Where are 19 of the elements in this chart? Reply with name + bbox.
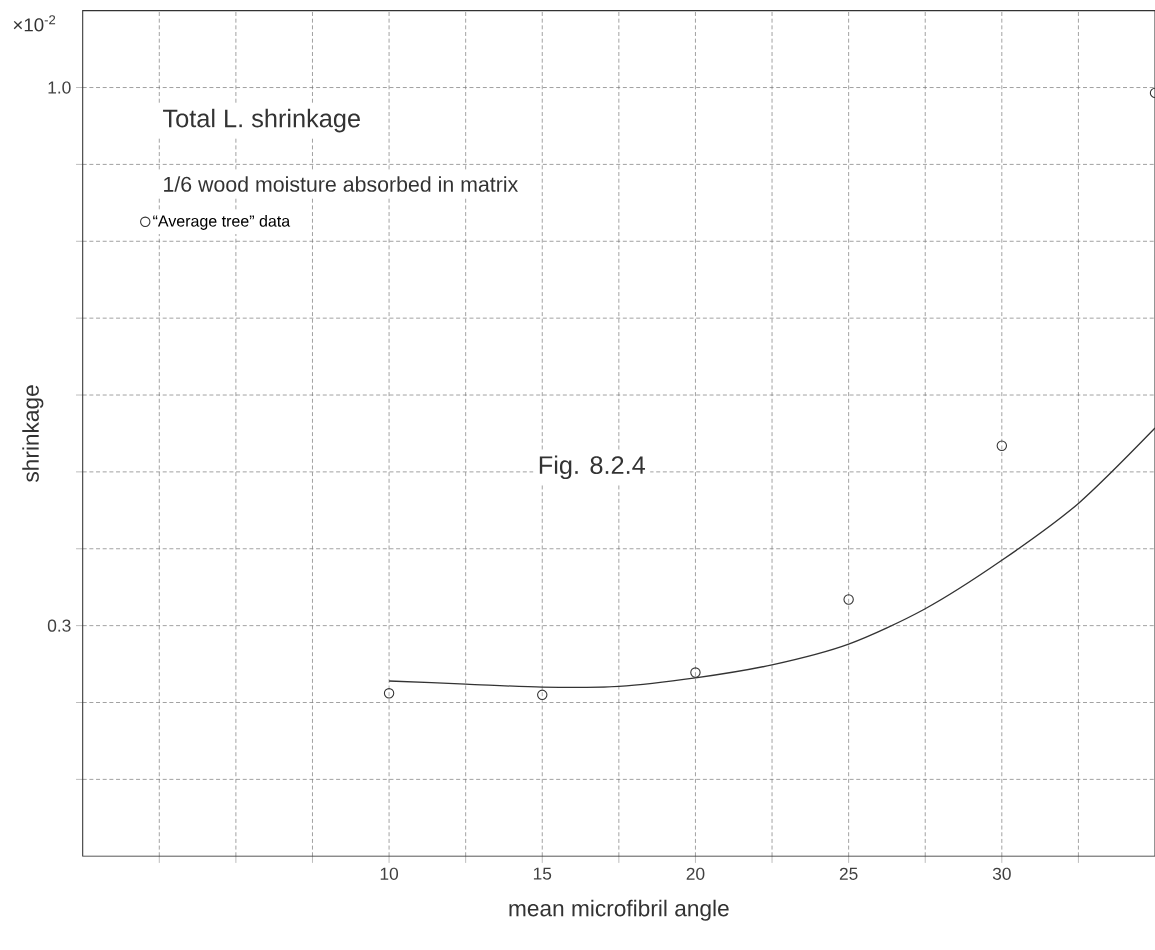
y-axis-title: shrinkage — [22, 385, 44, 483]
point — [537, 689, 548, 701]
text: ×10$^{-2}$ — [13, 15, 56, 32]
x-tick-label: 25 — [839, 867, 858, 881]
point — [996, 440, 1008, 452]
x-tick-label: 20 — [686, 867, 705, 881]
annotation: Total L. shrinkage — [163, 108, 360, 133]
x-axis-title: mean microfibril angle — [509, 899, 729, 922]
y-tick-label: 0.3 — [47, 619, 71, 632]
y-tick-label: 1.0 — [48, 81, 71, 94]
x-tick-label: 30 — [992, 867, 1011, 881]
point — [690, 667, 701, 678]
point — [843, 594, 854, 605]
legend-label: “Average tree” data — [153, 215, 291, 231]
annotation: Fig. 8.2.4 — [539, 455, 646, 480]
x-tick-label: 15 — [533, 867, 552, 880]
annotation: 1/6 wood moisture absorbed in matrix — [164, 176, 519, 193]
x-tick-label: 10 — [380, 867, 399, 881]
point — [383, 688, 395, 699]
